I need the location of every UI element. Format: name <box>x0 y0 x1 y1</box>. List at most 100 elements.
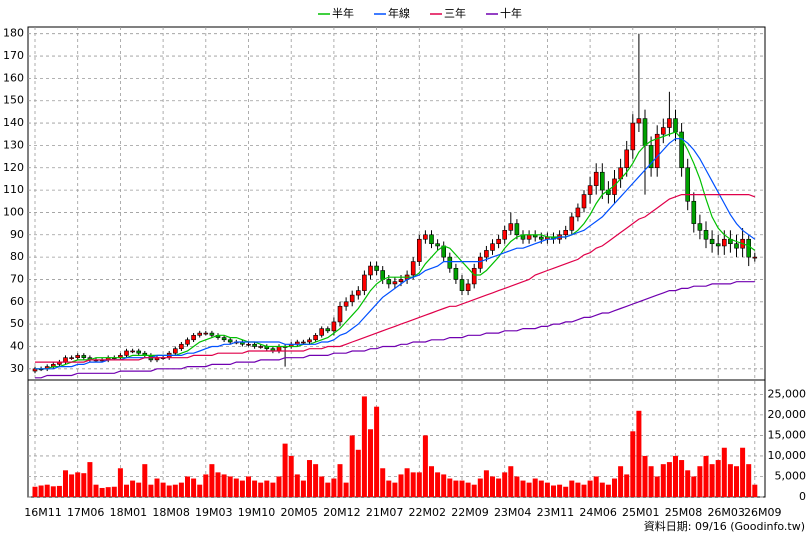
candle-body <box>447 256 453 269</box>
volume-bar <box>178 482 184 497</box>
volume-bar <box>429 466 434 497</box>
x-tick-label: 26M03 <box>707 506 745 519</box>
x-tick-label: 20M05 <box>280 506 318 519</box>
ma-line <box>35 281 755 379</box>
candle-body <box>410 261 416 276</box>
volume-bar <box>544 482 550 497</box>
legend-label: 三年 <box>444 6 466 20</box>
volume-bar <box>130 480 136 497</box>
volume-bar <box>636 410 642 497</box>
y-tick-label: 5,000 <box>775 469 807 482</box>
candle-body <box>526 234 532 240</box>
volume-bar <box>185 476 190 497</box>
volume-bar <box>679 460 685 497</box>
candle-body <box>252 343 257 347</box>
candle-body <box>349 294 355 303</box>
candle-body <box>679 131 684 169</box>
volume-bar <box>746 464 752 497</box>
x-tick-label: 20M12 <box>323 506 361 519</box>
x-tick-label: 19M10 <box>238 506 276 519</box>
candle-body <box>69 357 74 359</box>
volume-bar <box>740 447 746 497</box>
volume-bar <box>410 472 416 497</box>
candle-body <box>502 230 508 240</box>
y-tick-label: 50 <box>10 317 24 330</box>
candle-body <box>709 238 715 245</box>
candle-body <box>313 335 318 341</box>
candle-body <box>429 234 434 245</box>
x-tick-label: 24M06 <box>579 506 617 519</box>
volume-bar <box>264 480 270 497</box>
volume-bar <box>166 485 172 497</box>
candle-body <box>563 230 569 236</box>
candle-body <box>508 223 514 231</box>
volume-bar <box>294 474 300 497</box>
volume-bar <box>325 482 331 497</box>
candle-body <box>746 238 752 258</box>
volume-bar <box>160 482 166 497</box>
candle-body <box>734 243 739 249</box>
volume-bar <box>392 482 398 497</box>
x-tick-label: 16M11 <box>24 506 62 519</box>
candle-body <box>258 346 264 348</box>
volume-bar <box>191 478 197 497</box>
volume-bar <box>551 485 556 497</box>
candle-body <box>715 243 721 247</box>
y-tick-label: 120 <box>3 161 24 174</box>
volume-bar <box>435 472 441 497</box>
candle-body <box>642 118 648 146</box>
volume-bar <box>276 476 282 497</box>
volume-bar <box>203 474 209 497</box>
candle-body <box>630 122 636 151</box>
volume-bar <box>447 478 453 497</box>
candle-body <box>575 207 581 218</box>
volume-bar <box>215 472 221 497</box>
volume-bar <box>532 478 538 497</box>
candle-body <box>648 145 654 169</box>
volume-bar <box>587 480 593 497</box>
volume-bar <box>374 406 380 497</box>
candle-body <box>319 328 325 336</box>
candle-body <box>465 283 471 291</box>
candle-body <box>374 265 379 271</box>
volume-bar <box>331 478 337 497</box>
volume-bar <box>258 482 264 497</box>
volume-bar <box>398 474 404 497</box>
candle-body <box>307 339 312 343</box>
volume-bar <box>380 468 386 497</box>
candle-body <box>209 332 215 336</box>
volume-bar <box>343 482 349 497</box>
candle-body <box>636 118 642 124</box>
volume-bar <box>471 484 477 497</box>
y-tick-label: 0 <box>799 490 806 503</box>
volume-bar <box>508 466 514 497</box>
volume-bar <box>703 455 709 497</box>
candle-body <box>392 281 398 285</box>
candle-body <box>569 216 575 231</box>
candle-body <box>227 339 233 343</box>
volume-bar <box>111 486 117 497</box>
candle-body <box>593 171 599 186</box>
y-tick-label: 80 <box>10 250 24 263</box>
x-tick-label: 22M02 <box>409 506 447 519</box>
volume-bar <box>483 470 489 497</box>
volume-bar <box>124 484 129 497</box>
volume-bar <box>526 482 532 497</box>
volume-bar <box>319 476 325 497</box>
volume-bar <box>172 484 178 497</box>
x-tick-label: 18M01 <box>110 506 148 519</box>
candle-body <box>453 267 459 280</box>
volume-bar <box>239 480 245 497</box>
candle-body <box>624 149 630 169</box>
volume-bar <box>685 470 691 497</box>
candle-body <box>435 243 440 247</box>
candle-body <box>667 118 672 128</box>
volume-bar <box>673 455 678 497</box>
volume-bar <box>514 476 520 497</box>
candle-body <box>63 357 68 363</box>
candle-body <box>752 256 758 259</box>
volume-bar <box>307 460 312 497</box>
volume-bar <box>630 431 636 497</box>
volume-bar <box>81 473 87 497</box>
